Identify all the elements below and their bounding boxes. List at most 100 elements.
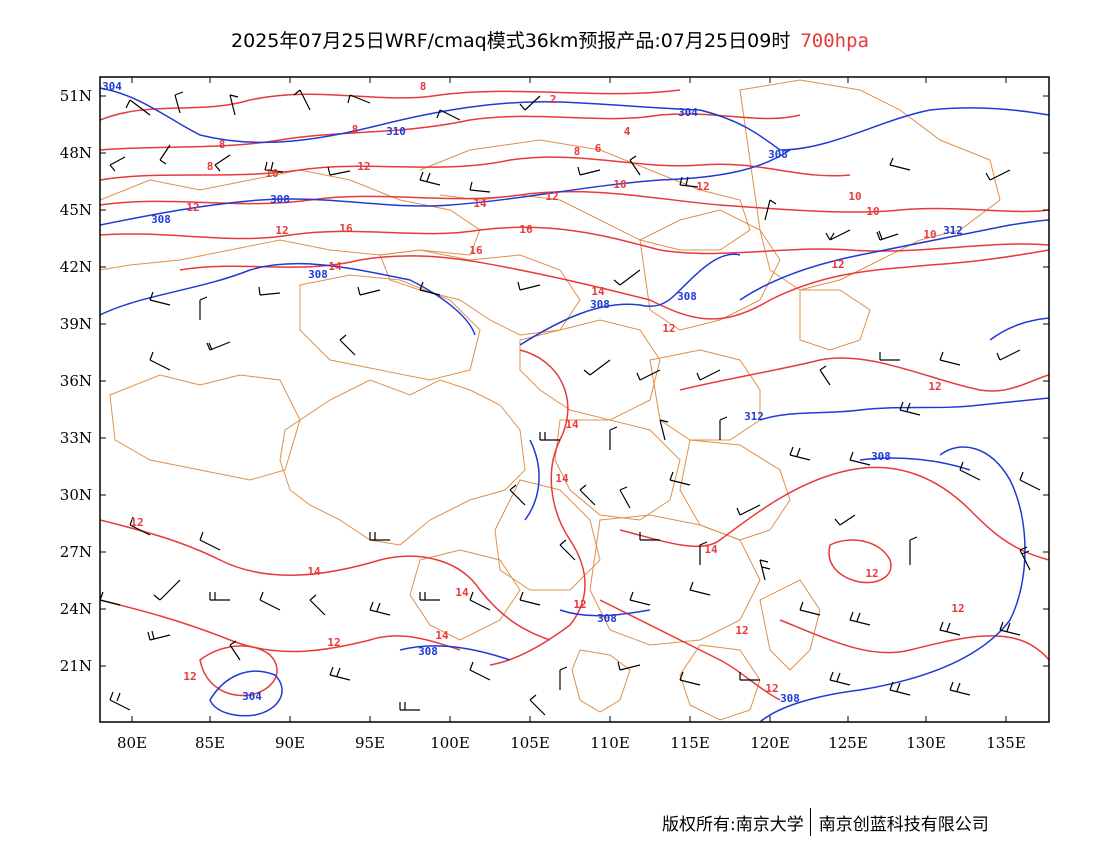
temperature-contour-label: 10: [923, 228, 936, 241]
title-main: 2025年07月25日WRF/cmaq模式36km预报产品:07月25日09时: [231, 30, 791, 52]
longitude-label: 90E: [275, 734, 305, 752]
wind-barb: [819, 365, 831, 386]
wind-barb: [329, 666, 351, 681]
wind-barb: [469, 661, 491, 681]
boundary-line: [279, 379, 526, 546]
wind-barb: [509, 484, 526, 506]
height-contour-label: 308: [780, 692, 800, 705]
map-frame: [99, 76, 1050, 723]
temperature-contour: [199, 645, 278, 697]
wind-barb: [436, 109, 461, 121]
longitude-label: 120E: [750, 734, 790, 752]
wind-barb: [1019, 471, 1041, 491]
wind-barb: [214, 154, 231, 172]
latitude-label: 42N: [60, 258, 92, 276]
temperature-contour-label: 12: [928, 380, 941, 393]
wind-barb: [559, 539, 576, 561]
boundary-line: [109, 374, 301, 481]
temperature-contour-label: 12: [865, 567, 878, 580]
temperature-contour-label: 14: [591, 285, 605, 298]
temperature-contour: [649, 249, 1049, 320]
temperature-contour-label: 14: [435, 629, 449, 642]
boundary-line: [409, 549, 521, 641]
temperature-contour: [100, 113, 801, 151]
wind-barb: [147, 630, 171, 641]
wind-barb: [419, 592, 440, 601]
height-contour: [759, 397, 1049, 421]
boundary-line: [799, 289, 871, 351]
temperature-contour-label: 10: [613, 178, 626, 191]
wind-barb: [199, 296, 208, 320]
longitude-label: 80E: [117, 734, 147, 752]
wind-barb: [613, 269, 641, 286]
wind-barb: [100, 591, 121, 606]
wind-barb: [174, 91, 184, 114]
boundary-line: [419, 139, 751, 251]
height-contour: [739, 219, 1049, 301]
temperature-contour-label: 8: [352, 123, 359, 136]
height-contour: [759, 446, 1026, 722]
temperature-contour-label: 14: [455, 586, 469, 599]
wind-barb: [579, 484, 596, 506]
temperature-contour-label: 10: [866, 205, 879, 218]
axis-ticks: [100, 77, 1049, 722]
wind-barb: [629, 155, 641, 176]
temperature-contour-label: 8: [420, 80, 427, 93]
temperature-contour: [100, 519, 551, 641]
height-contour-label: 308: [597, 612, 617, 625]
temperature-contour-label: 12: [765, 682, 778, 695]
wind-barb: [949, 681, 971, 696]
wind-barb: [629, 591, 651, 606]
temperature-contour: [489, 349, 586, 666]
wind-barb: [619, 486, 631, 509]
height-contour-label: 304: [102, 80, 122, 93]
footer-company: 南京创蓝科技有限公司: [818, 815, 989, 835]
boundary-line: [649, 349, 761, 441]
wind-barb: [149, 291, 171, 306]
height-contour-label: 308: [151, 213, 171, 226]
longitude-label: 135E: [986, 734, 1026, 752]
latitude-label: 39N: [60, 315, 92, 333]
wind-barb: [679, 176, 699, 188]
latitude-label: 45N: [60, 201, 92, 219]
wind-barb: [517, 281, 541, 291]
wind-barb: [736, 504, 761, 516]
boundary-line: [639, 209, 781, 331]
temperature-contour: [100, 156, 851, 181]
wind-barb: [939, 621, 961, 636]
boundary-line: [679, 439, 791, 541]
temperature-contour: [100, 190, 1049, 213]
wind-barb: [109, 156, 126, 172]
temperature-contour: [179, 255, 651, 301]
temperature-contour-label: 6: [595, 142, 602, 155]
wind-barb: [909, 536, 918, 565]
wind-barb: [149, 351, 171, 371]
height-contour: [989, 317, 1049, 341]
longitude-label: 100E: [430, 734, 470, 752]
temperature-contour-label: 14: [307, 565, 321, 578]
wind-barb: [327, 166, 351, 176]
temperature-contour: [679, 357, 1049, 392]
height-contour-label: 310: [386, 125, 406, 138]
wind-barb: [369, 532, 390, 541]
wind-barb: [369, 601, 391, 616]
temperature-contour-label: 12: [545, 190, 558, 203]
wind-barb: [259, 591, 281, 611]
temperature-contour-label: 8: [207, 160, 214, 173]
temperature-contour-label: 12: [183, 670, 196, 683]
height-contour-label: 304: [678, 106, 698, 119]
longitude-label: 130E: [906, 734, 946, 752]
temperature-contour-label: 12: [327, 636, 340, 649]
boundary-line: [299, 274, 481, 381]
wind-barb: [229, 94, 239, 116]
wind-barb: [999, 621, 1021, 636]
wind-barb: [699, 541, 708, 565]
wind-barb: [679, 671, 701, 686]
height-contour-label: 308: [871, 450, 891, 463]
wind-barb: [469, 591, 491, 611]
longitude-label: 95E: [355, 734, 385, 752]
temperature-contour-label: 4: [624, 125, 631, 138]
temperature-contour: [100, 226, 1049, 255]
